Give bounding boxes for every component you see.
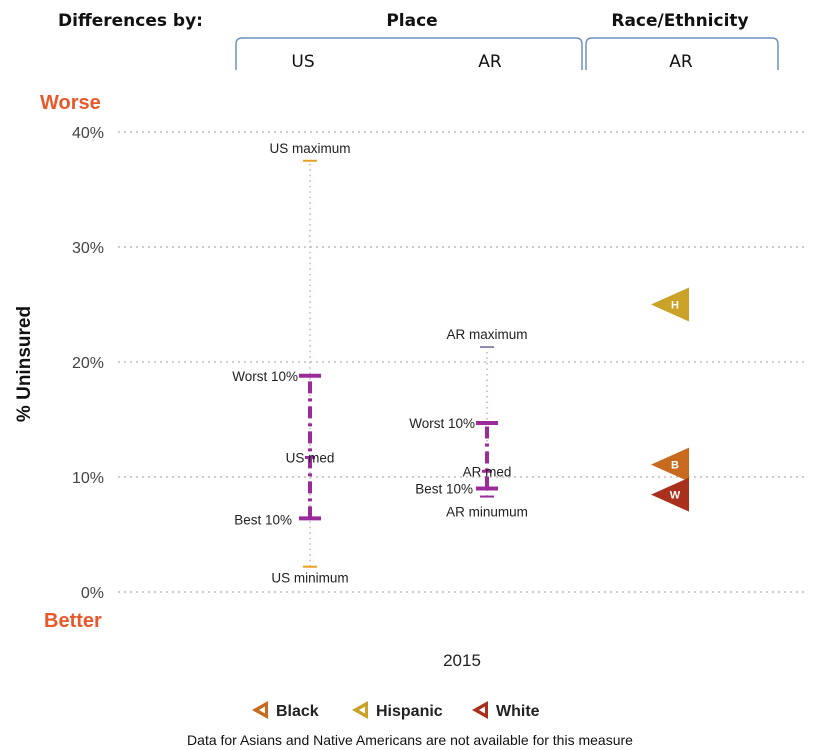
place-ranges: US maximum Worst 10% US med Best 10% US mini… — [232, 141, 528, 586]
gridlines — [118, 131, 808, 593]
best10-label: Best 10% — [415, 482, 473, 497]
triangle-marker — [651, 447, 689, 482]
place-header: Place — [386, 11, 437, 31]
y-axis-title: % Uninsured — [14, 306, 35, 422]
minimum-label: US minimum — [271, 571, 348, 586]
footnote: Data for Asians and Native Americans are… — [187, 732, 633, 748]
race-bracket — [585, 37, 779, 70]
triangle-marker — [651, 287, 689, 322]
legend-item-white: White — [472, 701, 540, 720]
differences-by-label: Differences by: — [58, 11, 203, 31]
legend-label: White — [496, 703, 540, 720]
legend: Black Hispanic White — [252, 701, 540, 720]
race-group-ar: AR — [669, 52, 693, 72]
median-label: US med — [286, 450, 335, 465]
y-axis-ticks: 0% 10% 20% 30% 40% — [72, 125, 104, 602]
race-marker-black: B — [651, 447, 689, 482]
legend-label: Hispanic — [376, 703, 443, 720]
y-tick-label: 20% — [72, 355, 104, 372]
race-marker-white: W — [651, 477, 689, 512]
place-range-us: US maximum Worst 10% US med Best 10% US mini… — [232, 141, 350, 586]
marker-code: W — [670, 490, 681, 502]
minimum-label: AR minumum — [446, 505, 528, 520]
worst10-label: Worst 10% — [409, 416, 475, 431]
marker-code: H — [671, 300, 679, 312]
legend-triangle-inner — [359, 706, 365, 714]
place-range-ar: AR maximum Worst 10% AR med Best 10% AR minu… — [409, 327, 528, 520]
place-group-ar: AR — [478, 52, 502, 72]
race-marker-hispanic: H — [651, 287, 689, 322]
maximum-label: AR maximum — [446, 327, 527, 342]
legend-label: Black — [276, 703, 319, 720]
worst10-label: Worst 10% — [232, 369, 298, 384]
y-tick-label: 40% — [72, 125, 104, 142]
best10-label: Best 10% — [234, 512, 292, 527]
y-tick-label: 30% — [72, 240, 104, 257]
marker-code: B — [671, 460, 679, 472]
y-tick-label: 0% — [81, 585, 104, 602]
legend-item-black: Black — [252, 701, 319, 720]
legend-item-hispanic: Hispanic — [352, 701, 443, 720]
race-markers: H B W — [651, 287, 689, 512]
place-bracket — [235, 37, 583, 70]
race-ethnicity-header: Race/Ethnicity — [611, 11, 748, 31]
y-tick-label: 10% — [72, 470, 104, 487]
legend-triangle-inner — [479, 706, 485, 714]
triangle-marker — [651, 477, 689, 512]
legend-triangle-inner — [259, 706, 265, 714]
place-group-us: US — [291, 52, 314, 72]
median-label: AR med — [463, 464, 512, 479]
worse-label: Worse — [40, 92, 101, 114]
maximum-label: US maximum — [269, 141, 350, 156]
better-label: Better — [44, 610, 102, 632]
x-axis-year-label: 2015 — [443, 651, 481, 670]
